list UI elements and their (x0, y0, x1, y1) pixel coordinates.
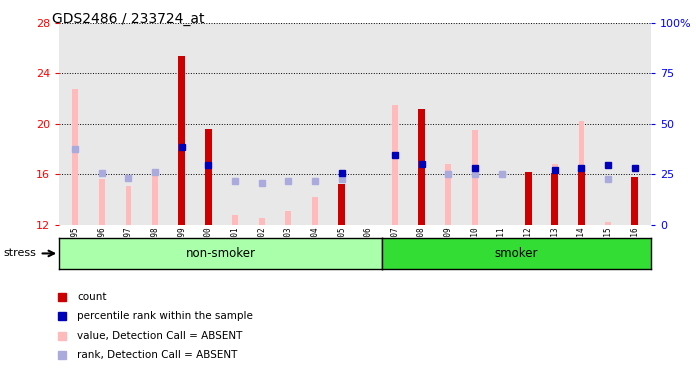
Text: percentile rank within the sample: percentile rank within the sample (77, 311, 253, 321)
Text: smoker: smoker (495, 247, 538, 260)
Bar (418, 109, 425, 225)
Bar (285, 211, 291, 225)
Bar (551, 173, 558, 225)
Text: count: count (77, 292, 106, 302)
Bar (125, 185, 132, 225)
Bar (472, 130, 478, 225)
Bar (152, 172, 158, 225)
Bar (312, 197, 318, 225)
Text: non-smoker: non-smoker (186, 247, 255, 260)
Bar (525, 172, 532, 225)
Bar (578, 168, 585, 225)
Bar (631, 177, 638, 225)
Bar (205, 129, 212, 225)
Bar (232, 215, 238, 225)
Bar (445, 164, 451, 225)
Bar (72, 89, 78, 225)
Bar (178, 56, 185, 225)
Text: stress: stress (3, 248, 36, 258)
Text: GDS2486 / 233724_at: GDS2486 / 233724_at (52, 12, 205, 25)
Bar (552, 164, 557, 225)
Bar (205, 185, 212, 225)
Text: rank, Detection Call = ABSENT: rank, Detection Call = ABSENT (77, 350, 237, 360)
Bar (99, 179, 104, 225)
Bar (525, 179, 531, 225)
Bar (392, 105, 398, 225)
Text: value, Detection Call = ABSENT: value, Detection Call = ABSENT (77, 331, 242, 341)
Bar (606, 222, 611, 225)
Bar (259, 218, 264, 225)
Bar (578, 121, 585, 225)
Bar (338, 184, 345, 225)
